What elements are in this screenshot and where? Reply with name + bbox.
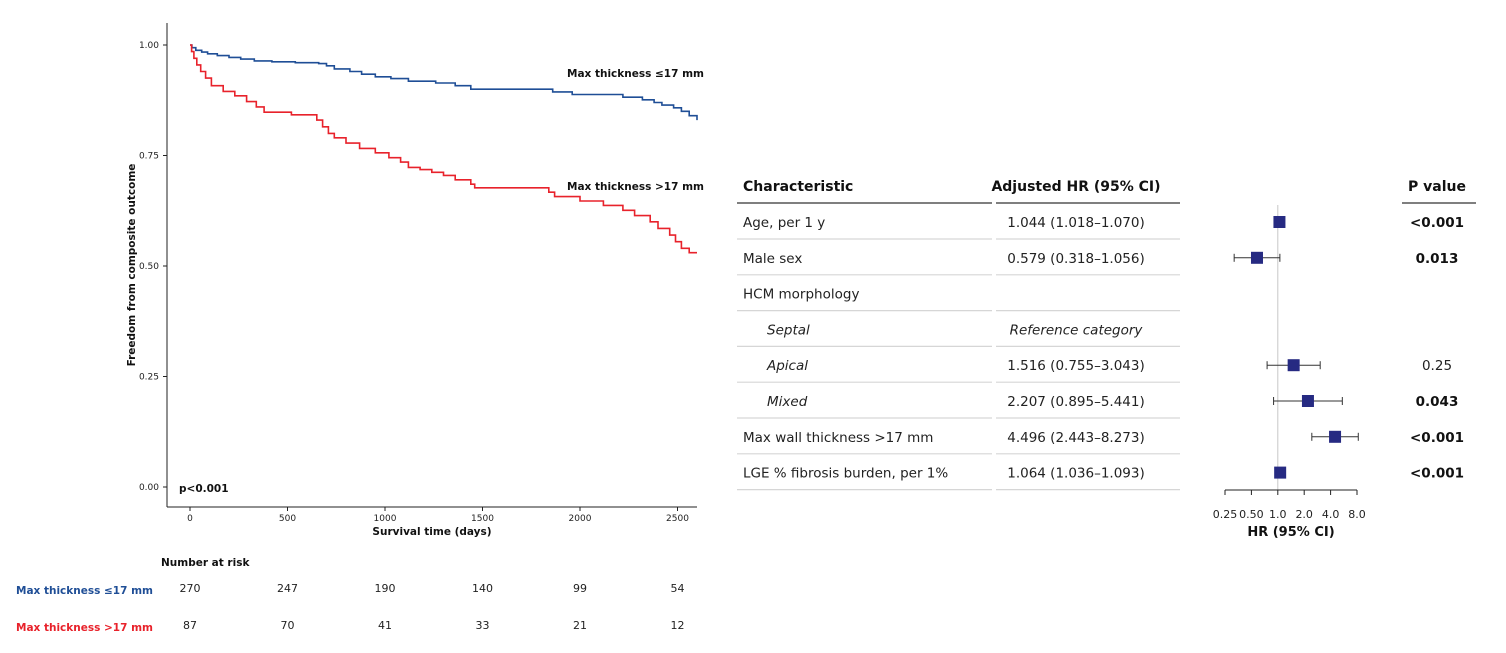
km-p-value-annotation: p<0.001 xyxy=(179,483,229,495)
forest-hr-marker xyxy=(1301,395,1314,407)
risk-value: 21 xyxy=(573,619,587,632)
forest-x-tick-label: 2.0 xyxy=(1295,508,1313,521)
risk-value: 12 xyxy=(671,619,685,632)
forest-row-p-value: 0.043 xyxy=(1416,394,1459,410)
km-y-tick-label: 0.25 xyxy=(139,373,159,383)
forest-row-hr-text: 4.496 (2.443–8.273) xyxy=(1007,430,1145,446)
risk-table-rows: Max thickness ≤17 mm 270 247 190 140 99 54 Max … xyxy=(16,582,685,634)
forest-row-p-value: 0.013 xyxy=(1416,251,1459,267)
forest-x-tick-label: 1.0 xyxy=(1269,508,1287,521)
risk-value: 33 xyxy=(476,619,490,632)
risk-table-title: Number at risk xyxy=(161,557,250,569)
forest-header-hr: Adjusted HR (95% CI) xyxy=(991,179,1160,195)
forest-row-label: LGE % fibrosis burden, per 1% xyxy=(743,466,948,482)
forest-rows: Age, per 1 y 1.044 (1.018–1.070) <0.001 Mal… xyxy=(737,215,1464,491)
km-x-tick-label: 2500 xyxy=(666,514,689,524)
forest-row-p-value: 0.25 xyxy=(1422,358,1452,374)
forest-hr-marker xyxy=(1273,216,1286,228)
km-x-tick-label: 1500 xyxy=(471,514,494,524)
km-line-max-thickness-high xyxy=(190,44,697,254)
forest-header-characteristic: Characteristic xyxy=(743,179,853,195)
km-x-axis-label: Survival time (days) xyxy=(372,526,491,538)
forest-row-p-value: <0.001 xyxy=(1410,430,1464,446)
km-series-label-low: Max thickness ≤17 mm xyxy=(567,68,704,80)
forest-row-label: Apical xyxy=(766,358,808,374)
forest-row-p-value: <0.001 xyxy=(1410,215,1464,231)
forest-hr-marker xyxy=(1274,466,1287,479)
forest-x-tick-label: 8.0 xyxy=(1348,508,1366,521)
km-y-ticks: 0.00 0.25 0.50 0.75 1.00 xyxy=(139,41,167,493)
forest-hr-marker xyxy=(1287,359,1300,372)
risk-value: 247 xyxy=(277,582,298,595)
km-x-ticks: 0 500 1000 1500 2000 2500 xyxy=(187,507,689,524)
km-y-tick-label: 0.75 xyxy=(139,152,159,162)
km-y-axis-label: Freedom from composite outcome xyxy=(126,164,138,367)
risk-value: 70 xyxy=(281,619,295,632)
forest-row-label: Mixed xyxy=(767,394,808,410)
risk-value: 41 xyxy=(378,619,392,632)
km-y-tick-label: 0.00 xyxy=(139,483,159,493)
forest-row-hr-text: 1.044 (1.018–1.070) xyxy=(1007,215,1145,231)
forest-hr-marker xyxy=(1250,251,1263,264)
risk-row-label: Max thickness ≤17 mm xyxy=(16,585,153,597)
forest-row-hr-text: 1.516 (0.755–3.043) xyxy=(1007,358,1145,374)
risk-value: 270 xyxy=(180,582,201,595)
forest-x-tick-label: 4.0 xyxy=(1322,508,1340,521)
forest-row-hr-text: 2.207 (0.895–5.441) xyxy=(1007,394,1145,410)
km-x-tick-label: 0 xyxy=(187,514,193,524)
km-x-tick-label: 2000 xyxy=(569,514,592,524)
forest-row-label: Male sex xyxy=(743,251,802,267)
forest-row-hr-text: 0.579 (0.318–1.056) xyxy=(1007,251,1145,267)
risk-table: Number at risk Max thickness ≤17 mm 270 24… xyxy=(16,557,685,634)
km-line-max-thickness-low xyxy=(190,44,698,121)
forest-row-hr-text: Reference category xyxy=(1010,322,1144,338)
risk-value: 190 xyxy=(375,582,396,595)
forest-row-label: Septal xyxy=(767,322,810,338)
forest-plot: Characteristic Adjusted HR (95% CI) P va… xyxy=(737,179,1476,540)
forest-row-label: HCM morphology xyxy=(743,287,859,303)
km-plot: 0.00 0.25 0.50 0.75 1.00 0 500 1000 1500 2000 250… xyxy=(126,23,704,538)
forest-header-p: P value xyxy=(1408,179,1466,195)
risk-row-label: Max thickness >17 mm xyxy=(16,622,153,634)
forest-hr-marker xyxy=(1329,430,1342,443)
forest-x-tick-label: 0.50 xyxy=(1239,508,1264,521)
forest-row-p-value: <0.001 xyxy=(1410,466,1464,482)
forest-x-tick-label: 0.25 xyxy=(1213,508,1238,521)
km-y-tick-label: 1.00 xyxy=(139,41,159,51)
risk-value: 87 xyxy=(183,619,197,632)
risk-value: 140 xyxy=(472,582,493,595)
forest-x-ticks: 0.25 0.50 1.0 2.0 4.0 8.0 xyxy=(1213,490,1366,521)
forest-row-label: Max wall thickness >17 mm xyxy=(743,430,933,446)
forest-marks xyxy=(1233,216,1359,479)
risk-value: 54 xyxy=(671,582,685,595)
km-y-tick-label: 0.50 xyxy=(139,262,159,272)
km-x-tick-label: 1000 xyxy=(374,514,397,524)
forest-x-axis-label: HR (95% CI) xyxy=(1247,525,1334,540)
km-x-tick-label: 500 xyxy=(279,514,296,524)
km-series-lines xyxy=(190,44,698,254)
km-series-label-high: Max thickness >17 mm xyxy=(567,181,704,193)
risk-value: 99 xyxy=(573,582,587,595)
forest-row-hr-text: 1.064 (1.036–1.093) xyxy=(1007,466,1145,482)
forest-row-label: Age, per 1 y xyxy=(743,215,825,231)
